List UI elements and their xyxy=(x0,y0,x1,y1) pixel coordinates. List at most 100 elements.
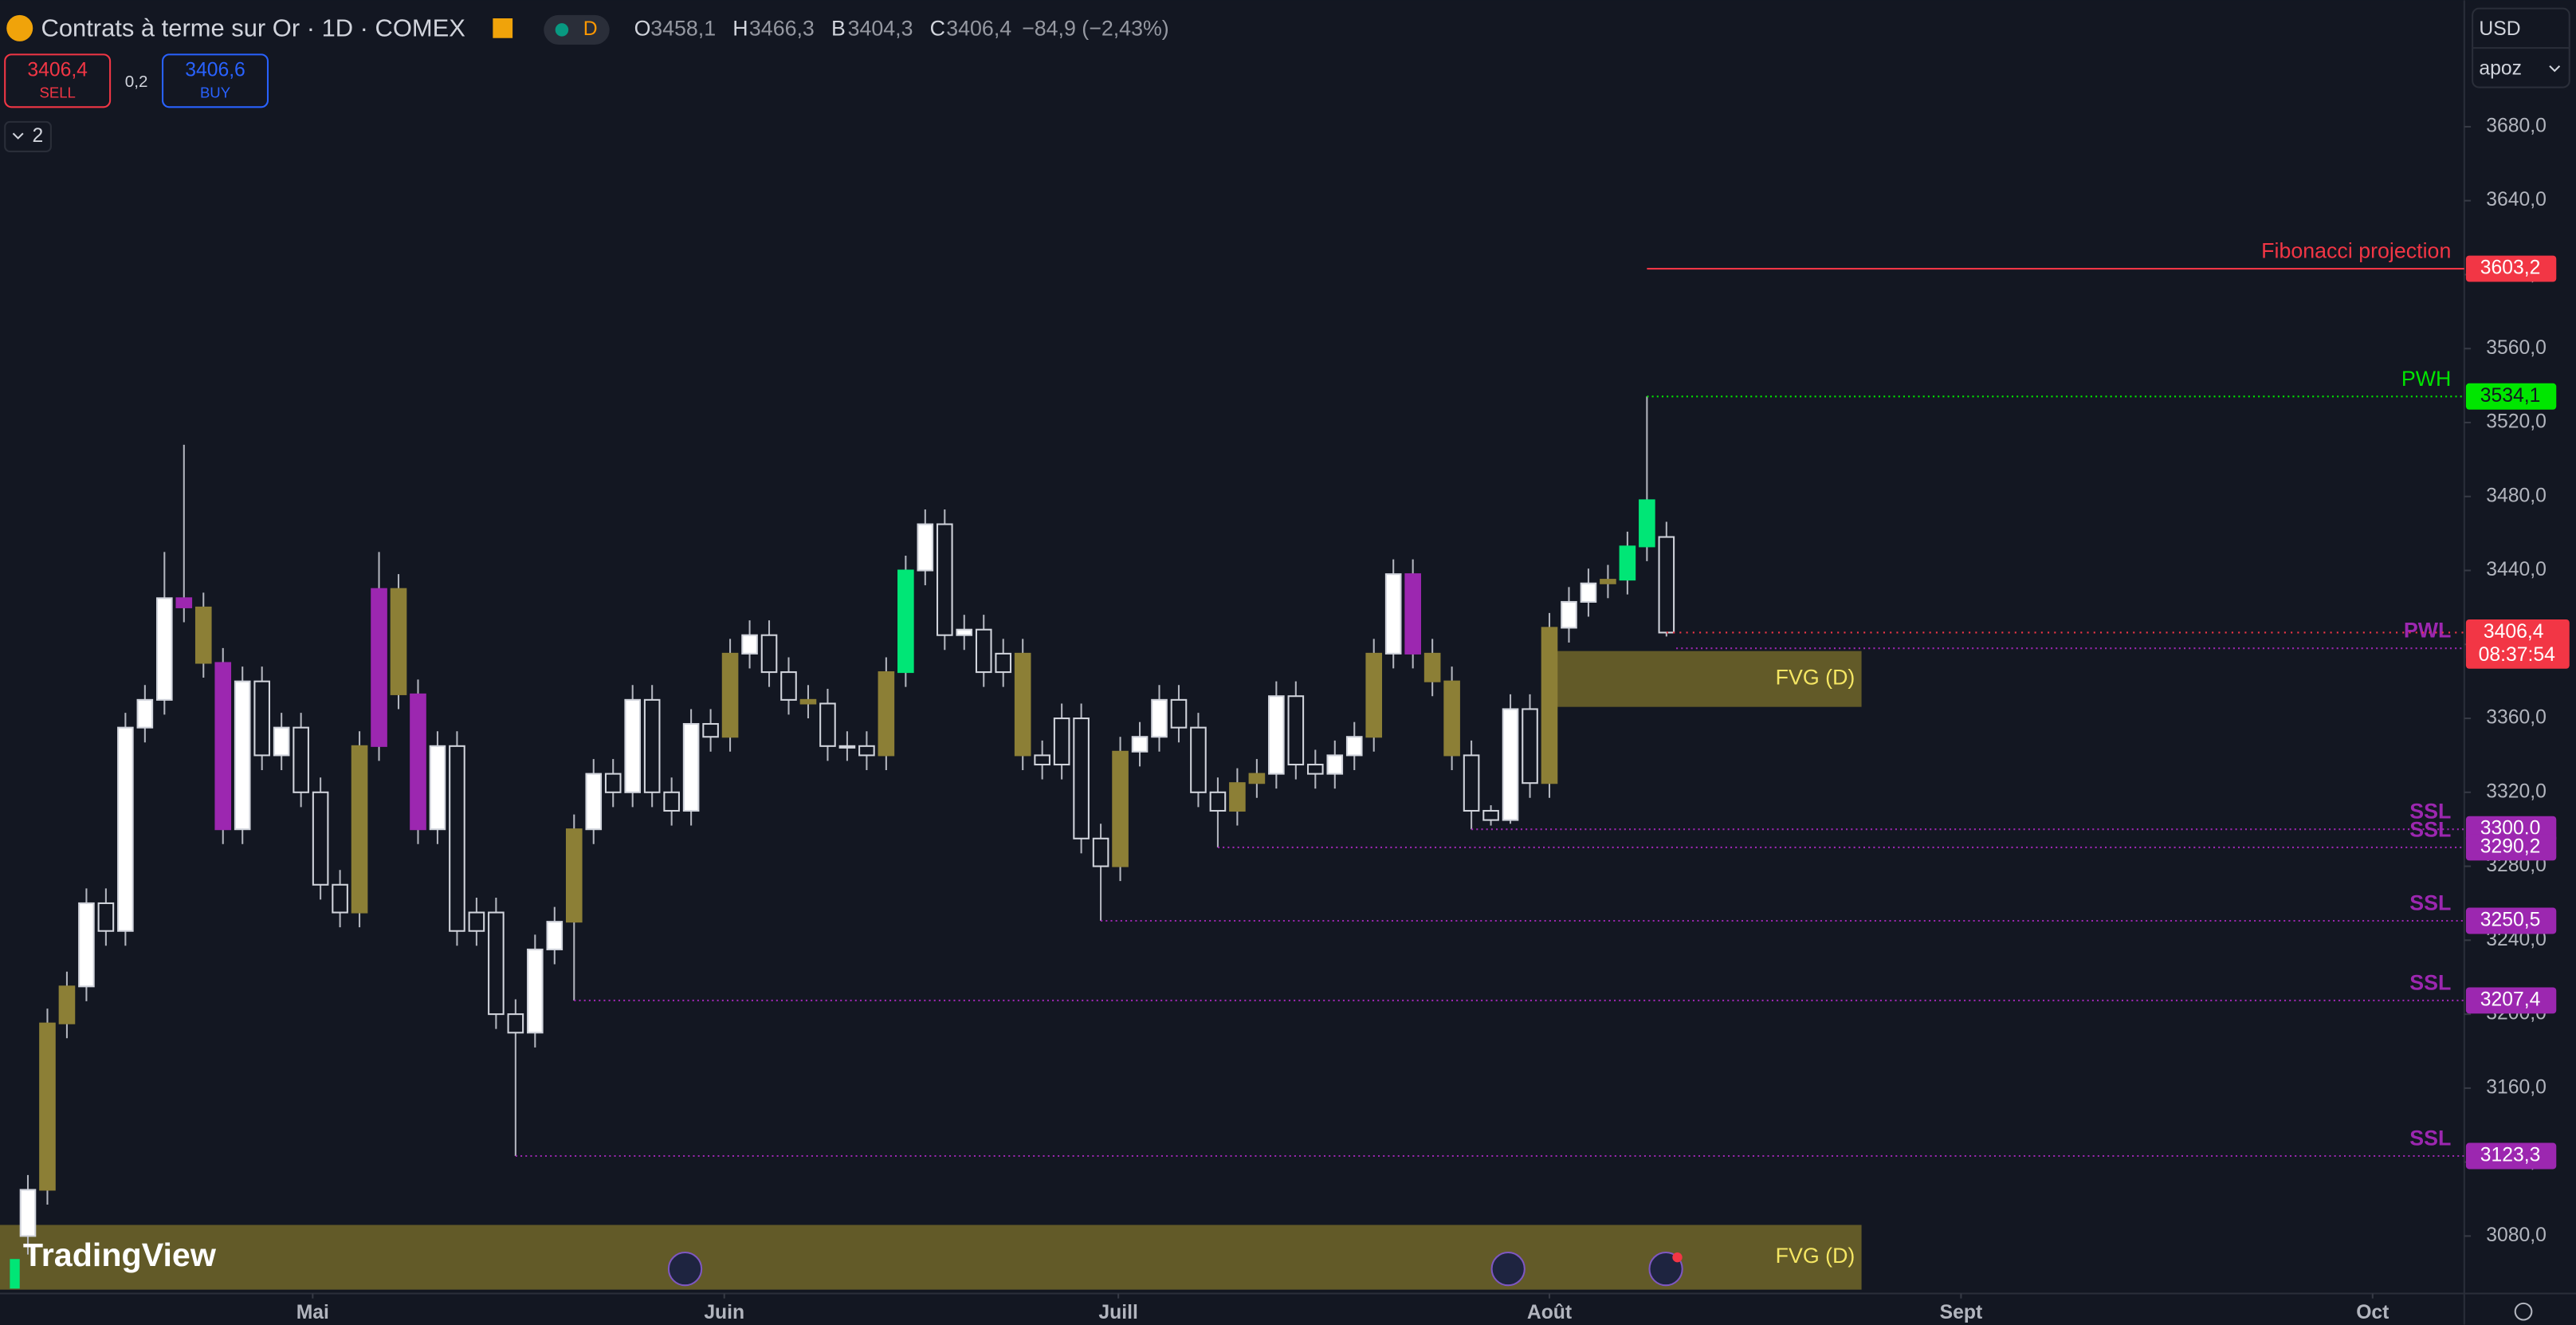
candle-body xyxy=(663,791,680,812)
level-label: 3207,4 xyxy=(2480,989,2541,1010)
current-price-label: 3406,4 xyxy=(2484,621,2544,643)
countdown: 08:37:54 xyxy=(2479,644,2555,666)
candle-body xyxy=(995,652,1012,674)
candle-body xyxy=(1268,695,1285,775)
buy-button[interactable] xyxy=(162,53,269,108)
candle-body xyxy=(1561,600,1577,629)
flag-icon[interactable] xyxy=(493,18,513,38)
ohlc-value: 3466,3 xyxy=(749,17,815,41)
status-text: D xyxy=(583,18,598,40)
candle-body xyxy=(1580,582,1597,603)
y-tick-label: 3080,0 xyxy=(2486,1225,2547,1246)
y-tick-label: 3320,0 xyxy=(2486,780,2547,802)
candle-body xyxy=(819,702,836,747)
candle-body xyxy=(488,911,505,1016)
candle-body xyxy=(546,921,564,950)
unit[interactable]: apoz xyxy=(2479,57,2522,79)
y-tick-label: 3480,0 xyxy=(2486,485,2547,506)
level-label: 3123,3 xyxy=(2480,1145,2541,1166)
sell-label[interactable]: SELL xyxy=(39,85,75,101)
candle-body xyxy=(1619,545,1636,581)
ohlc-key: C xyxy=(930,17,945,41)
level-label: 3534,1 xyxy=(2480,385,2541,407)
indicators-toggle[interactable] xyxy=(4,120,52,152)
candle-body xyxy=(1034,754,1050,766)
candle-body xyxy=(214,662,232,831)
logo-mark xyxy=(10,1259,20,1289)
level-label-box xyxy=(2465,987,2557,1014)
buy-label[interactable]: BUY xyxy=(200,85,230,101)
candle-body xyxy=(780,671,797,701)
candle-body xyxy=(1092,837,1109,867)
indicators-count[interactable]: 2 xyxy=(33,125,44,147)
candle-body xyxy=(702,722,719,738)
candles xyxy=(19,396,1675,1255)
candle-body xyxy=(97,902,115,932)
x-tick-label: Mai xyxy=(296,1302,329,1323)
candle-body xyxy=(1326,754,1344,775)
status-badge[interactable] xyxy=(544,14,610,45)
candle-body xyxy=(1384,573,1402,655)
ohlc-value: 3406,4 xyxy=(946,17,1011,41)
ohlc-key: B xyxy=(831,17,846,41)
candle-body xyxy=(1014,652,1031,757)
y-tick-label: 3520,0 xyxy=(2486,411,2547,433)
candle-body xyxy=(1190,726,1207,793)
candle-body xyxy=(1639,499,1655,548)
candle-body xyxy=(682,722,700,812)
toggle-chevron xyxy=(12,132,24,140)
ohlc-value: 3458,1 xyxy=(650,17,716,41)
candle-body xyxy=(19,1189,37,1237)
y-tick-label: 3640,0 xyxy=(2486,189,2547,210)
candle-body xyxy=(1209,791,1227,812)
event-icon[interactable] xyxy=(1490,1251,1526,1287)
candle-body xyxy=(741,634,758,655)
event-icon[interactable] xyxy=(667,1251,703,1287)
x-tick-label: Août xyxy=(1527,1302,1572,1323)
fvg-zone xyxy=(0,1225,1862,1290)
candle-body xyxy=(429,745,446,831)
level-name: PWL xyxy=(2404,619,2452,643)
level-name: Fibonacci projection xyxy=(2261,239,2451,263)
candle-body xyxy=(1073,718,1090,839)
candle-body xyxy=(156,597,173,701)
symbol-title[interactable]: Contrats à terme sur Or · 1D · COMEX xyxy=(41,14,465,42)
candle-body xyxy=(1151,698,1168,738)
current-price-box xyxy=(2465,619,2570,669)
y-tick-label: 3440,0 xyxy=(2486,559,2547,580)
level-label-box xyxy=(2465,255,2557,282)
level-label-box xyxy=(2465,907,2557,934)
buy-price[interactable]: 3406,6 xyxy=(185,59,245,81)
fvg-zone xyxy=(1541,651,1862,707)
candle-body xyxy=(371,588,387,747)
level-label: 3603,2 xyxy=(2480,258,2541,279)
change: −84,9 (−2,43%) xyxy=(1022,17,1169,41)
x-tick-label: Juin xyxy=(704,1302,744,1323)
candle-body xyxy=(507,1013,524,1034)
candle-body xyxy=(624,698,642,793)
currency[interactable]: USD xyxy=(2479,18,2520,40)
settings-icon[interactable] xyxy=(2514,1302,2533,1321)
fvg-label: FVG (D) xyxy=(1776,1244,1855,1268)
candle-body xyxy=(527,948,544,1034)
candle-body xyxy=(410,693,426,831)
candle-body xyxy=(293,726,309,793)
candle-body xyxy=(117,726,134,932)
candle-body xyxy=(1170,698,1188,729)
candle-body xyxy=(1345,736,1363,757)
y-tick-label: 3360,0 xyxy=(2486,707,2547,729)
symbol-icon[interactable] xyxy=(6,14,33,41)
sell-price[interactable]: 3406,4 xyxy=(27,59,88,81)
candle-body xyxy=(585,773,603,831)
candle-body xyxy=(1287,695,1305,766)
candle-body xyxy=(1482,809,1499,821)
candle-body xyxy=(312,791,329,886)
sell-button[interactable] xyxy=(4,53,112,108)
ohlc-key: H xyxy=(732,17,748,41)
candle-body xyxy=(565,828,583,923)
level-label-box xyxy=(2465,834,2557,861)
candle-body xyxy=(897,569,914,674)
level-name: SSL xyxy=(2409,817,2451,841)
candle-body xyxy=(643,698,661,793)
